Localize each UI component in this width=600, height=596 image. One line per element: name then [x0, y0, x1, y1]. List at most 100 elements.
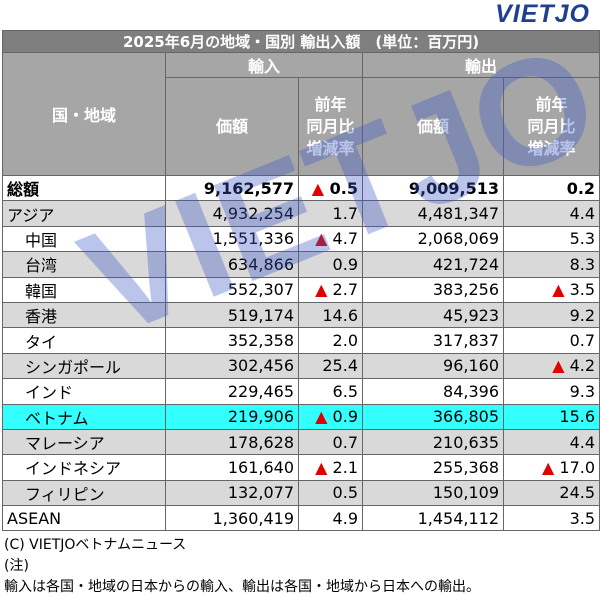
export-value: 255,368 [362, 454, 504, 481]
note-text: 輸入は各国・地域の日本からの輸入、輸出は各国・地域から日本への輸出。 [4, 579, 480, 595]
decrease-marker: ▲ [552, 356, 565, 376]
import-change: 4.9 [298, 505, 363, 532]
import-change: 25.4 [298, 352, 363, 380]
export-value: 4,481,347 [362, 200, 504, 227]
export-value: 45,923 [362, 301, 504, 329]
export-change: ▲ 4.2 [502, 352, 600, 380]
import-value: 519,174 [165, 301, 299, 329]
import-value: 552,307 [165, 276, 299, 303]
decrease-marker: ▲ [315, 457, 328, 477]
region-header: 国・地域 [2, 52, 166, 176]
import-value: 9,162,577 [165, 174, 299, 202]
export-change: 9.3 [502, 378, 600, 405]
export-value: 150,109 [362, 479, 504, 507]
table-row: アジア 4,932,254 1.7 4,481,347 4.4 [2, 200, 600, 227]
import-change: 0.7 [298, 428, 363, 456]
region-name: タイ [2, 327, 166, 354]
import-value: 352,358 [165, 327, 299, 354]
region-name: 香港 [2, 301, 166, 329]
import-value: 1,551,336 [165, 225, 299, 253]
region-name: 台湾 [2, 251, 166, 278]
import-value: 132,077 [165, 479, 299, 507]
export-change: 24.5 [502, 479, 600, 507]
decrease-marker: ▲ [542, 457, 555, 477]
decrease-marker: ▲ [315, 280, 328, 300]
export-change: 15.6 [502, 403, 600, 430]
export-header: 輸出 [361, 52, 600, 78]
table-row: 香港 519,174 14.6 45,923 9.2 [2, 301, 600, 329]
export-change: 3.5 [502, 505, 600, 532]
table-row: 韓国 552,307 ▲ 2.7 383,256 ▲ 3.5 [2, 276, 600, 303]
import-change: 6.5 [298, 378, 363, 405]
table-row: マレーシア 178,628 0.7 210,635 4.4 [2, 428, 600, 456]
export-change: 4.4 [502, 428, 600, 456]
export-value: 2,068,069 [362, 225, 504, 253]
export-value: 366,805 [362, 403, 504, 430]
export-change: ▲ 17.0 [502, 454, 600, 481]
export-change: 4.4 [502, 200, 600, 227]
import-change: 0.9 [298, 251, 363, 278]
export-change: 0.2 [502, 174, 600, 202]
import-value: 1,360,419 [165, 505, 299, 532]
trade-table: 2025年6月の地域・国別 輸出入額 (単位：百万円) 国・地域 輸入 輸出 価… [1, 30, 600, 532]
import-value: 634,866 [165, 251, 299, 278]
import-value: 178,628 [165, 428, 299, 456]
logo: VIETJO [495, 0, 590, 28]
import-change: ▲ 0.9 [298, 403, 363, 430]
region-name: マレーシア [2, 428, 166, 456]
export-value: 1,454,112 [362, 505, 504, 532]
decrease-marker: ▲ [552, 280, 565, 300]
import-value: 302,456 [165, 352, 299, 380]
import-change: ▲ 0.5 [298, 174, 363, 202]
table-row: ASEAN 1,360,419 4.9 1,454,112 3.5 [2, 505, 600, 532]
region-name: インド [2, 378, 166, 405]
table-row: タイ 352,358 2.0 317,837 0.7 [2, 327, 600, 354]
table-row: 中国 1,551,336 ▲ 4.7 2,068,069 5.3 [2, 225, 600, 253]
table-row: 台湾 634,866 0.9 421,724 8.3 [2, 251, 600, 278]
region-name: インドネシア [2, 454, 166, 481]
table-row: インド 229,465 6.5 84,396 9.3 [2, 378, 600, 405]
region-name: 総額 [2, 174, 166, 202]
table-title: 2025年6月の地域・国別 輸出入額 (単位：百万円) [1, 30, 600, 53]
table-body: 総額 9,162,577 ▲ 0.5 9,009,513 0.2 アジア 4,932,254… [2, 174, 600, 532]
copyright: (C) VIETJOベトナムニュース [4, 537, 187, 553]
column-header: 前年 同月比 増減率 [502, 77, 600, 176]
region-name: アジア [2, 200, 166, 227]
region-name: 中国 [2, 225, 166, 253]
export-value: 84,396 [362, 378, 504, 405]
export-value: 383,256 [362, 276, 504, 303]
export-change: 5.3 [502, 225, 600, 253]
column-header: 価額 [165, 77, 299, 176]
column-header: 前年 同月比 増減率 [298, 77, 363, 176]
export-value: 96,160 [362, 352, 504, 380]
region-name: 韓国 [2, 276, 166, 303]
export-value: 210,635 [362, 428, 504, 456]
region-name: ASEAN [2, 505, 166, 532]
import-change: 14.6 [298, 301, 363, 329]
export-change: ▲ 3.5 [502, 276, 600, 303]
export-change: 8.3 [502, 251, 600, 278]
import-change: ▲ 2.1 [298, 454, 363, 481]
table-row: 総額 9,162,577 ▲ 0.5 9,009,513 0.2 [2, 174, 600, 202]
export-value: 9,009,513 [362, 174, 504, 202]
decrease-marker: ▲ [315, 407, 328, 427]
import-change: ▲ 4.7 [298, 225, 363, 253]
table-row: インドネシア 161,640 ▲ 2.1 255,368 ▲ 17.0 [2, 454, 600, 481]
import-value: 4,932,254 [165, 200, 299, 227]
region-name: フィリピン [2, 479, 166, 507]
import-value: 161,640 [165, 454, 299, 481]
region-name: ベトナム [2, 403, 166, 430]
import-change: 1.7 [298, 200, 363, 227]
note-label: (注) [4, 558, 29, 574]
import-value: 219,906 [165, 403, 299, 430]
table-row: フィリピン 132,077 0.5 150,109 24.5 [2, 479, 600, 507]
decrease-marker: ▲ [315, 229, 328, 249]
import-header: 輸入 [165, 52, 363, 78]
export-value: 317,837 [362, 327, 504, 354]
import-change: 2.0 [298, 327, 363, 354]
import-value: 229,465 [165, 378, 299, 405]
table-row: シンガポール 302,456 25.4 96,160 ▲ 4.2 [2, 352, 600, 380]
export-value: 421,724 [362, 251, 504, 278]
import-change: ▲ 2.7 [298, 276, 363, 303]
